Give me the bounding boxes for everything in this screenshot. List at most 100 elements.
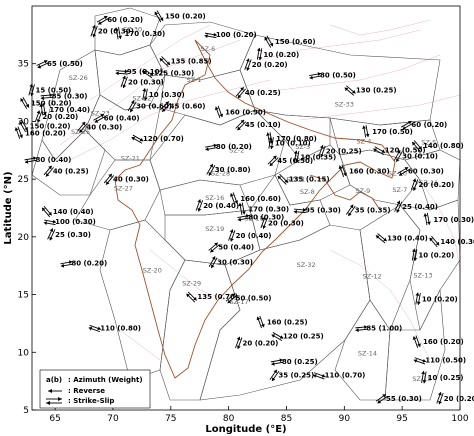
vector-label: 45 (0.60) <box>170 103 206 111</box>
zone-label: SZ-21 <box>121 155 140 163</box>
vector-marker: 170 (0.30) <box>114 27 165 40</box>
vector-marker: 50 (0.40) <box>208 242 254 253</box>
vector-arrow-icon <box>429 235 440 248</box>
vector-label: 170 (0.30) <box>125 30 166 38</box>
vector-marker: 10 (0.10) <box>268 136 311 150</box>
x-tick-label: 95 <box>396 414 407 424</box>
vector-arrow-icon <box>90 24 98 38</box>
vector-marker: 110 (0.70) <box>313 372 365 380</box>
vector-marker: 10 (0.20) <box>415 292 458 305</box>
vector-arrow-icon <box>204 32 217 39</box>
vector-marker: 20 (0.20) <box>235 336 278 350</box>
vector-label: 60 (0.20) <box>107 16 143 24</box>
vector-arrow-icon <box>19 119 29 133</box>
vector-marker: 170 (0.30) <box>423 212 474 226</box>
vector-label: 35 (0.35) <box>355 207 391 215</box>
vector-label: 10 (0.20) <box>422 295 458 303</box>
vector-label: 10 (0.35) <box>300 154 336 162</box>
zone-label: SZ-10 <box>388 170 407 178</box>
vector-arrow-icon <box>267 155 279 167</box>
vector-marker: 170 (0.50) <box>362 125 413 138</box>
vector-marker: 160 (0.20) <box>412 335 464 348</box>
vector-arrow-icon <box>423 212 431 226</box>
vector-label: 80 (0.50) <box>320 72 356 80</box>
zone-label: SZ-13 <box>413 271 432 279</box>
vector-arrow-icon <box>160 101 171 113</box>
vector-arrow-icon <box>60 260 73 268</box>
zone-label: SZ-27 <box>114 185 133 193</box>
vector-arrow-icon <box>413 357 427 365</box>
vector-marker: 55 (0.30) <box>375 393 422 404</box>
vector-marker: 30 (0.30) <box>208 256 253 269</box>
vector-label: 30 (0.30) <box>217 259 253 267</box>
vector-label: 130 (0.40) <box>387 234 428 242</box>
vector-marker: 35 (0.25) <box>269 369 314 382</box>
legend-label-reverse: : Reverse <box>68 387 105 395</box>
vector-label: 160 (0.30) <box>349 167 390 175</box>
vector-marker: 65 (0.50) <box>36 59 83 69</box>
vector-marker: 50 (0.50) <box>225 293 271 304</box>
vector-label: 20 (0.40) <box>203 202 239 210</box>
vector-marker: 100 (0.20) <box>204 31 257 39</box>
vector-marker: 35 (0.35) <box>345 204 391 217</box>
vector-arrow-icon <box>373 146 386 156</box>
x-tick-label: 80 <box>223 414 235 424</box>
vector-marker: 110 (0.50) <box>413 357 466 365</box>
vector-marker: 140 (0.40) <box>41 205 94 218</box>
vector-arrow-icon <box>127 100 137 113</box>
vector-label: 110 (0.80) <box>100 324 141 332</box>
vector-label: 80 (0.40) <box>35 156 71 164</box>
vector-label: 25 (0.30) <box>55 231 91 239</box>
vector-marker: 60 (0.20) <box>400 120 447 130</box>
coastline <box>114 39 396 379</box>
legend-symbol-azimuth: a(b) <box>46 376 62 384</box>
vector-marker: 10 (0.20) <box>411 248 454 262</box>
vector-arrow-icon <box>159 56 171 68</box>
y-tick-label: 5 <box>23 406 29 416</box>
zone-label: SZ-5 <box>421 139 436 147</box>
zone-label: SZ-1 <box>186 76 201 84</box>
vector-marker: 120 (0.50) <box>373 146 426 156</box>
vector-label: 25 (0.40) <box>402 203 438 211</box>
vector-label: 120 (0.25) <box>283 332 324 340</box>
vector-label: 10 (0.20) <box>263 51 299 59</box>
vector-arrow-icon <box>436 391 444 405</box>
vector-marker: 40 (0.30) <box>103 173 149 185</box>
vector-label: 110 (0.50) <box>425 357 466 365</box>
vector-arrow-icon <box>270 358 284 366</box>
zone-label: SZ-14 <box>358 350 377 358</box>
vector-arrow-icon <box>24 156 37 164</box>
plot-frame <box>31 5 461 411</box>
vector-arrow-icon <box>268 136 274 150</box>
vector-label: 45 (0.50) <box>277 157 313 165</box>
vector-label: 150 (0.20) <box>165 13 206 21</box>
vector-arrow-icon <box>375 233 388 244</box>
vector-marker: 120 (0.70) <box>131 134 184 144</box>
legend-label-strike-slip: : Strike-Slip <box>68 397 114 405</box>
vector-arrow-icon <box>412 335 421 348</box>
vector-arrow-icon <box>411 248 418 262</box>
vector-arrow-icon <box>293 207 307 214</box>
zone-label: SZ-16 <box>205 194 224 202</box>
vector-label: 150 (0.60) <box>275 38 316 46</box>
y-tick-label: 35 <box>18 60 29 70</box>
zone-label: SZ-17 <box>230 298 249 306</box>
zone-label: SZ-7 <box>392 186 407 194</box>
vector-arrow-icon <box>375 393 388 404</box>
vector-arrow-icon <box>96 15 109 25</box>
vector-marker: 80 (0.20) <box>60 260 107 268</box>
vector-arrow-icon <box>14 126 23 139</box>
zone-label: SZ-20 <box>143 267 162 275</box>
vector-label: 10 (0.30) <box>149 91 185 99</box>
vector-arrow-icon <box>154 10 164 23</box>
vector-label: 160 (0.20) <box>423 338 464 346</box>
vector-label: 140 (0.40) <box>53 208 94 216</box>
vector-marker: 30 (0.80) <box>206 163 251 176</box>
vector-arrow-icon <box>235 119 247 131</box>
vector-label: 55 (0.30) <box>386 395 422 403</box>
vector-arrow-icon <box>36 59 49 69</box>
vector-arrow-icon <box>43 165 54 177</box>
vector-label: 160 (0.20) <box>25 129 66 137</box>
